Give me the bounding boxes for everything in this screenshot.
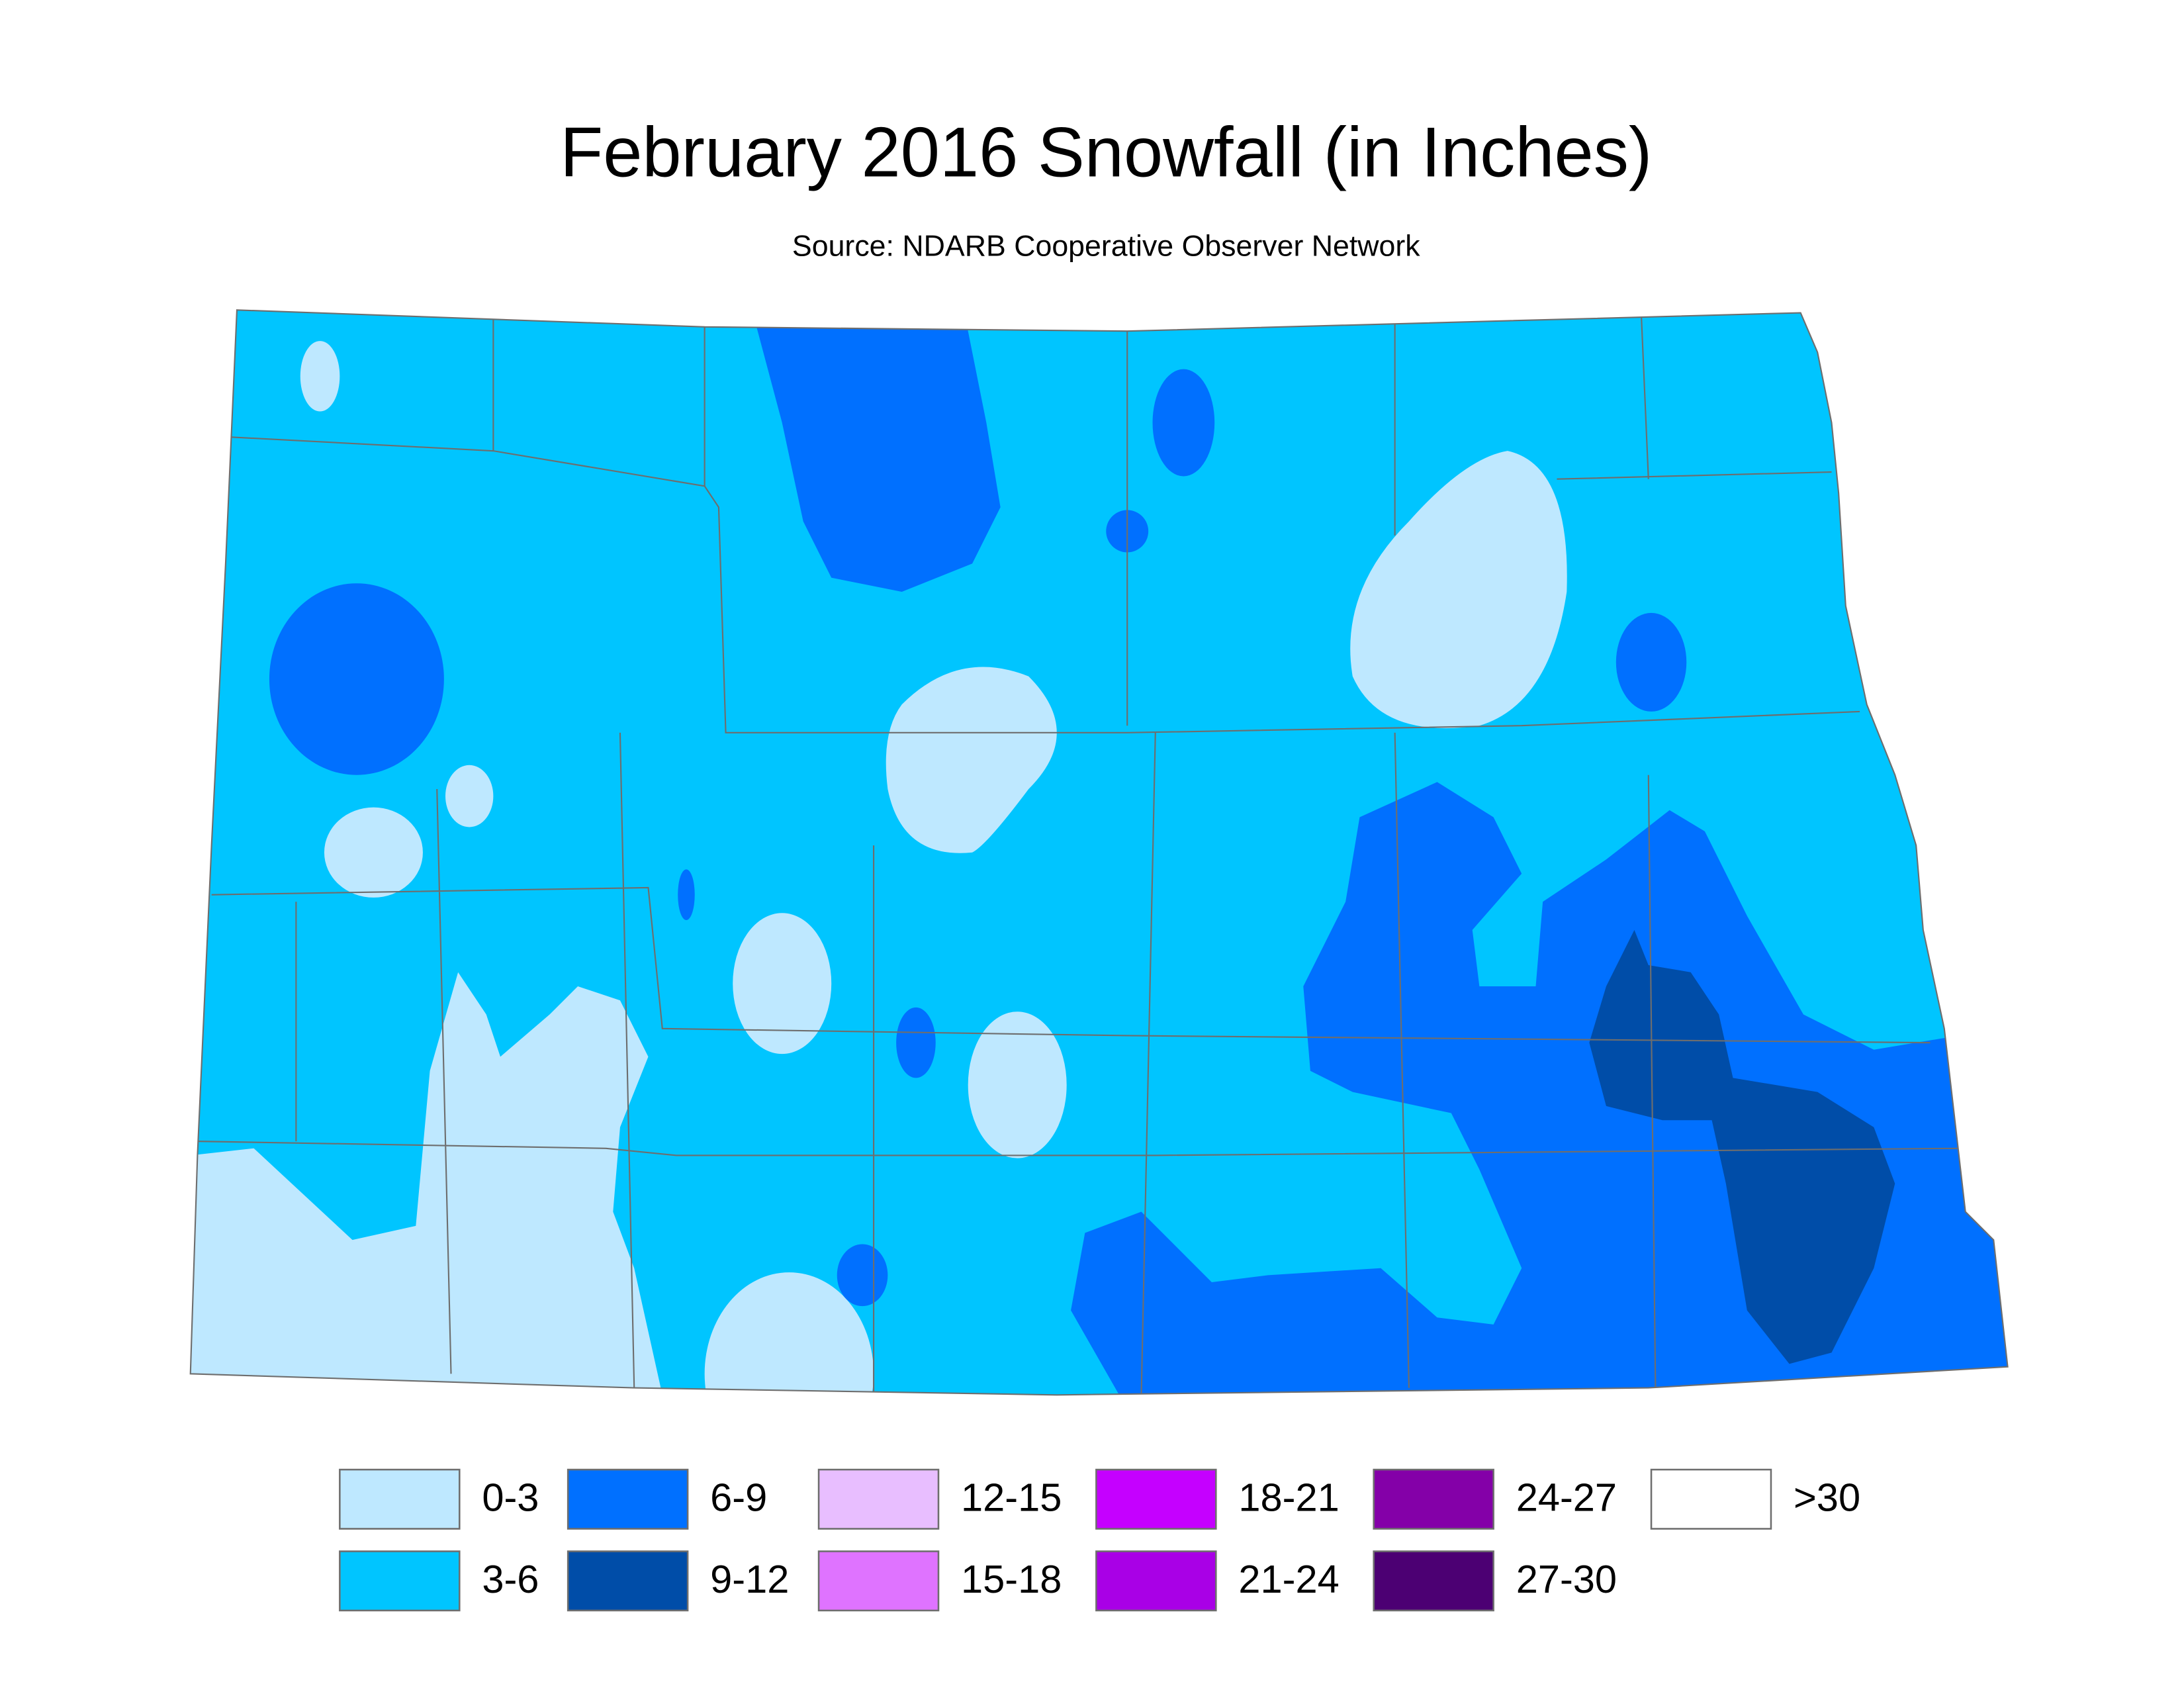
county-lines (197, 316, 1959, 1395)
legend-swatch (817, 1468, 940, 1530)
zone (1350, 451, 1567, 729)
legend-swatch (339, 1468, 461, 1530)
zone (1152, 369, 1215, 477)
zone-9-12 (1589, 929, 1895, 1364)
legend: 0-3 3-6 6-9 9-12 12-15 15-18 18-21 21-24 24-27 27… (339, 1468, 1860, 1612)
legend-label: 27-30 (1516, 1557, 1617, 1601)
legend-label: 24-27 (1516, 1476, 1617, 1520)
zone (896, 1007, 936, 1078)
zones-0-3 (190, 341, 1649, 1395)
zone (733, 913, 832, 1055)
zone (269, 583, 444, 775)
legend-label: 18-21 (1238, 1476, 1339, 1520)
zone (968, 1011, 1067, 1158)
zone (190, 972, 662, 1395)
legend-label: 21-24 (1238, 1557, 1339, 1601)
legend-label: 6-9 (710, 1476, 767, 1520)
zone (886, 667, 1057, 853)
legend-swatch (1373, 1468, 1494, 1530)
legend-label: 9-12 (710, 1557, 789, 1601)
legend-label: 15-18 (961, 1557, 1062, 1601)
legend-swatch (339, 1550, 461, 1612)
legend-swatch (567, 1468, 689, 1530)
legend-label: >30 (1794, 1476, 1860, 1520)
map-title: February 2016 Snowfall (in Inches) (560, 113, 1652, 192)
legend-swatch (1095, 1550, 1217, 1612)
zone (837, 1244, 888, 1307)
legend-swatch (1373, 1550, 1494, 1612)
legend-swatch (567, 1550, 689, 1612)
legend-label: 3-6 (482, 1557, 539, 1601)
zone (324, 807, 423, 898)
zone (300, 341, 340, 412)
zone (704, 1272, 874, 1395)
zone (445, 765, 494, 827)
zone (754, 316, 1001, 592)
legend-label: 12-15 (961, 1476, 1062, 1520)
map-subtitle: Source: NDARB Cooperative Observer Netwo… (792, 230, 1420, 262)
zone (678, 869, 695, 920)
legend-swatch (1095, 1468, 1217, 1530)
legend-swatch (1650, 1468, 1772, 1530)
legend-label: 0-3 (482, 1476, 539, 1520)
zone (1615, 612, 1687, 712)
legend-swatch (817, 1550, 940, 1612)
snowfall-map (190, 310, 2008, 1395)
